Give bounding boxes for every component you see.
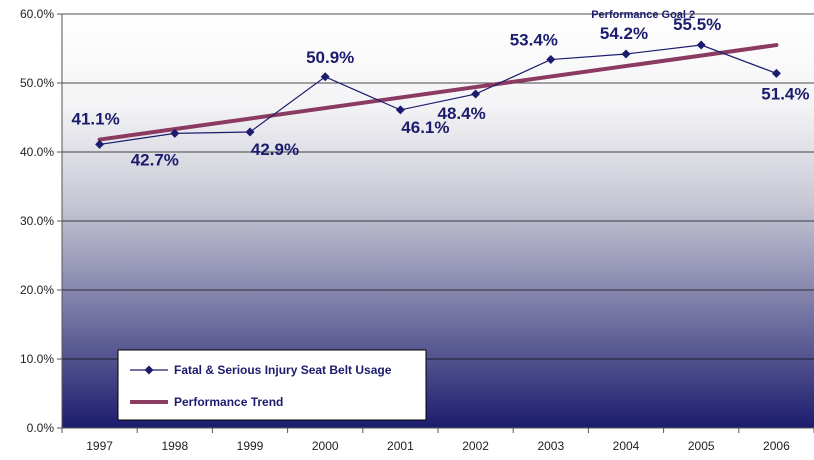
legend: Fatal & Serious Injury Seat Belt Usage Pe… xyxy=(117,349,427,421)
data-point-marker xyxy=(395,105,405,115)
data-point-marker xyxy=(320,72,330,82)
legend-label: Fatal & Serious Injury Seat Belt Usage xyxy=(174,363,392,377)
seat-belt-usage-series xyxy=(95,40,781,149)
data-point-marker xyxy=(771,68,781,78)
data-point-marker xyxy=(95,139,105,149)
data-label: 54.2% xyxy=(600,24,648,43)
data-label: 50.9% xyxy=(306,48,354,67)
data-point-marker xyxy=(696,40,706,50)
data-point-marker xyxy=(546,55,556,65)
legend-box xyxy=(117,349,427,421)
seat-belt-usage-line xyxy=(99,44,777,146)
y-tick-label: 20.0% xyxy=(20,283,54,297)
data-label: 41.1% xyxy=(71,109,119,128)
x-tick-label: 1999 xyxy=(237,439,264,453)
x-tick-label: 2001 xyxy=(387,439,414,453)
legend-label: Performance Trend xyxy=(174,395,283,409)
performance-goal-annotation: Performance Goal 2 xyxy=(591,9,695,21)
performance-goal-label: Performance Goal 2 xyxy=(591,9,695,21)
x-tick-label: 2002 xyxy=(462,439,489,453)
y-tick-label: 50.0% xyxy=(20,76,54,90)
x-tick-label: 2004 xyxy=(613,439,640,453)
y-axis-tick-labels: 0.0% 10.0% 20.0% 30.0% 40.0% 50.0% 60.0% xyxy=(20,7,54,435)
x-tick-label: 2005 xyxy=(688,439,715,453)
data-label: 53.4% xyxy=(510,31,558,50)
data-point-marker xyxy=(245,127,255,137)
x-tick-label: 1998 xyxy=(161,439,188,453)
x-axis-tick-labels: 1997 1998 1999 2000 2001 2002 2003 2004 2005 2006 xyxy=(86,439,790,453)
data-label: 42.9% xyxy=(251,140,299,159)
data-label: 48.4% xyxy=(437,104,485,123)
x-tick-label: 2003 xyxy=(537,439,564,453)
x-tick-label: 1997 xyxy=(86,439,113,453)
data-labels: 41.1% 42.7% 42.9% 50.9% 46.1%48.4% 53.4% 54.2%… xyxy=(71,15,809,169)
data-point-marker xyxy=(170,128,180,138)
performance-trend-series xyxy=(97,43,779,142)
data-label: 42.7% xyxy=(131,150,179,169)
data-label: 46.1% xyxy=(401,118,449,137)
performance-trend-line xyxy=(97,43,779,142)
data-label: 55.5% xyxy=(673,15,721,34)
data-label: 51.4% xyxy=(761,84,809,103)
axes xyxy=(57,13,814,433)
y-tick-label: 60.0% xyxy=(20,7,54,21)
data-point-marker xyxy=(471,89,481,99)
y-tick-label: 30.0% xyxy=(20,214,54,228)
legend-swatch-marker xyxy=(144,365,154,375)
y-tick-label: 40.0% xyxy=(20,145,54,159)
x-tick-label: 2006 xyxy=(763,439,790,453)
y-tick-label: 0.0% xyxy=(27,421,55,435)
data-point-marker xyxy=(621,49,631,59)
y-tick-label: 10.0% xyxy=(20,352,54,366)
x-tick-label: 2000 xyxy=(312,439,339,453)
